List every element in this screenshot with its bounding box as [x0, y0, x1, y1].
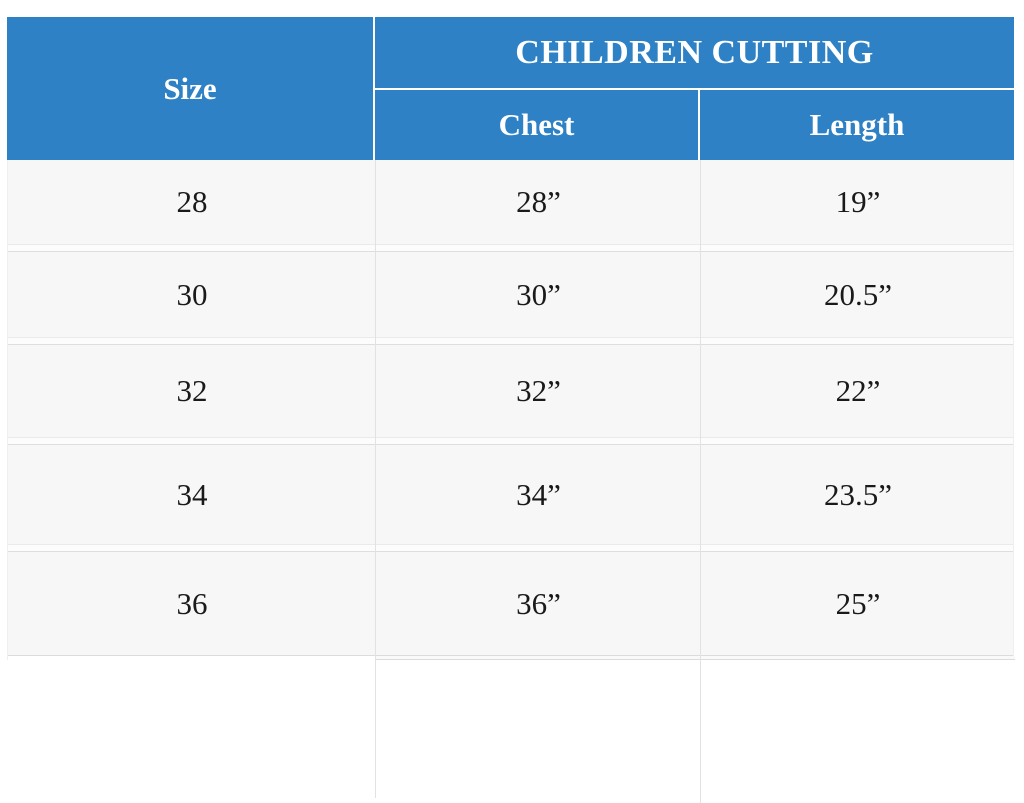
header-cell-chest: Chest [375, 90, 700, 160]
header-cell-length: Length [809, 107, 905, 142]
column-divider [700, 160, 701, 803]
row-divider [8, 244, 1013, 252]
cell-size: 32 [176, 373, 208, 408]
row-divider [8, 437, 1013, 445]
cell-size: 28 [176, 184, 208, 219]
table-row: 30 30” 20.5” [8, 252, 1013, 337]
cell-size: 34 [176, 476, 208, 512]
cell-size: 36 [176, 585, 208, 621]
header-cell-children-cutting: CHILDREN CUTTING [375, 17, 1014, 90]
header-subrow: Chest Length [375, 90, 1014, 160]
cell-chest: 28” [516, 184, 561, 219]
size-chart-table: Size CHILDREN CUTTING Chest Length 28 28… [7, 17, 1015, 803]
cell-chest: 32” [516, 373, 561, 408]
table-row: 32 32” 22” [8, 345, 1013, 437]
table-body: 28 28” 19” 30 30” 20.5” 32 32” 22” 34 34… [7, 160, 1015, 803]
cell-length: 22” [835, 373, 881, 408]
cell-length: 19” [835, 184, 881, 219]
cell-chest: 36” [516, 585, 561, 621]
table-row: 36 36” 25” [8, 552, 1013, 656]
table-row: 34 34” 23.5” [8, 445, 1013, 544]
row-divider [8, 337, 1013, 345]
column-divider [375, 160, 376, 798]
cell-length: 20.5” [823, 276, 892, 312]
table-header: Size CHILDREN CUTTING Chest Length [7, 17, 1014, 160]
cropped-next-row [375, 656, 1015, 660]
cell-chest: 30” [516, 276, 561, 312]
row-divider [8, 544, 1013, 552]
header-cell-size: Size [7, 17, 375, 160]
cell-length: 23.5” [823, 476, 892, 512]
cell-chest: 34” [516, 476, 561, 512]
table-row: 28 28” 19” [8, 160, 1013, 244]
cell-size: 30 [176, 276, 208, 312]
cell-length: 25” [835, 585, 881, 621]
